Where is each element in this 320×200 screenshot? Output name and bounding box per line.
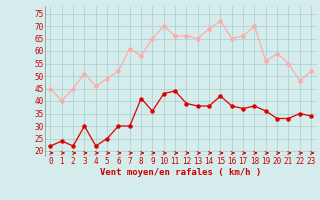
X-axis label: Vent moyen/en rafales ( km/h ): Vent moyen/en rafales ( km/h ) bbox=[100, 168, 261, 177]
